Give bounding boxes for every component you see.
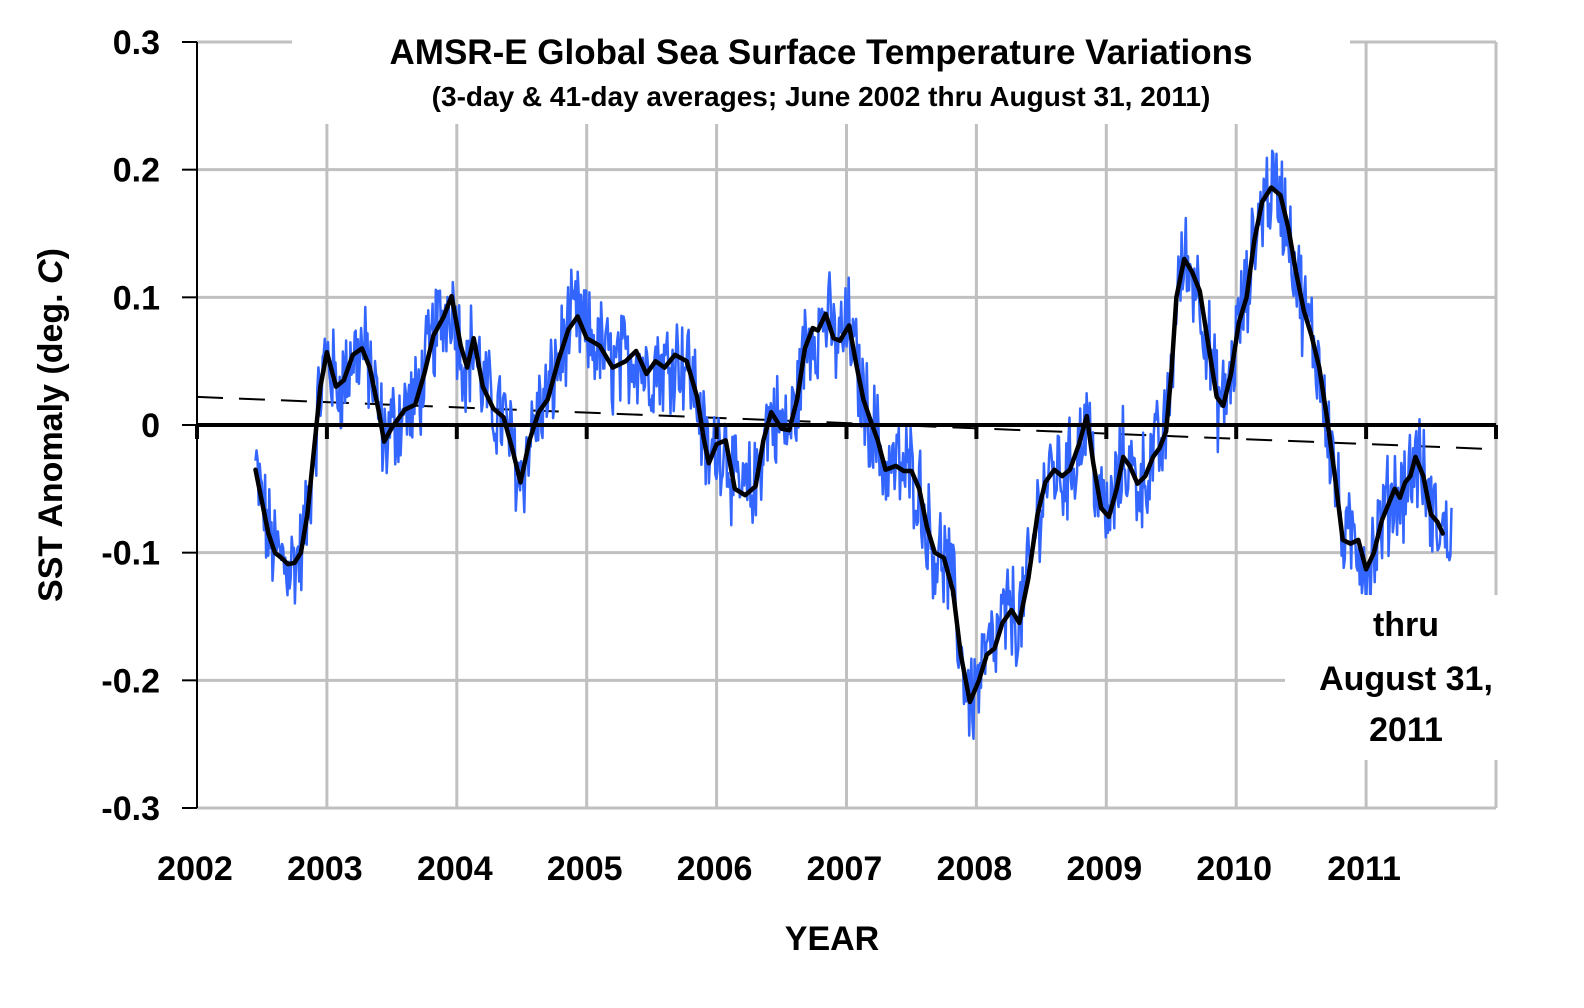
y-tick-label: -0.2 bbox=[101, 662, 160, 700]
forty-one-day-series-layer bbox=[253, 185, 1445, 705]
x-tick-label: 2002 bbox=[157, 850, 233, 888]
y-axis-title: SST Anomaly (deg. C) bbox=[32, 248, 70, 602]
x-tick-label: 2004 bbox=[417, 850, 493, 888]
y-axis-title-part-1: SST Anomaly (deg. bbox=[32, 284, 70, 602]
y-axis-title-unit: C bbox=[32, 259, 70, 284]
three-day-series-layer bbox=[254, 149, 1453, 741]
annotation-line-1: thru bbox=[1373, 606, 1439, 644]
x-tick-label: 2011 bbox=[1327, 850, 1401, 888]
annotation-background bbox=[1285, 595, 1525, 760]
y-tick-label: 0.3 bbox=[113, 24, 160, 62]
x-tick-label: 2005 bbox=[547, 850, 623, 888]
y-tick-label: 0.1 bbox=[113, 279, 160, 317]
chart-title: AMSR-E Global Sea Surface Temperature Va… bbox=[390, 33, 1253, 72]
chart-subtitle: (3-day & 41-day averages; June 2002 thru… bbox=[432, 81, 1211, 112]
y-tick-label: 0 bbox=[141, 407, 160, 445]
annotation-line-2: August 31, bbox=[1319, 660, 1493, 698]
x-tick-label: 2006 bbox=[677, 850, 753, 888]
axes bbox=[182, 41, 198, 809]
y-tick-labels: 0.3 0.2 0.1 0 -0.1 -0.2 -0.3 bbox=[101, 24, 160, 828]
x-tick-label: 2010 bbox=[1196, 850, 1272, 888]
x-tick-label: 2007 bbox=[807, 850, 883, 888]
x-tick-label: 2003 bbox=[287, 850, 363, 888]
forty-one-day-average-line bbox=[253, 185, 1445, 705]
x-tick-labels: 2002 2003 2004 2005 2006 2007 2008 2009 2010 2011 bbox=[157, 850, 1401, 888]
x-tick-label: 2008 bbox=[937, 850, 1013, 888]
y-axis-title-part-3: ) bbox=[32, 248, 70, 259]
x-tick-label: 2009 bbox=[1066, 850, 1142, 888]
y-tick-label: 0.2 bbox=[113, 152, 160, 190]
y-tick-label: -0.3 bbox=[101, 790, 160, 828]
annotation-line-3: 2011 bbox=[1369, 711, 1443, 749]
y-tick-label: -0.1 bbox=[101, 535, 160, 573]
three-day-average-line bbox=[254, 149, 1453, 741]
title-background bbox=[292, 22, 1350, 124]
x-axis-title: YEAR bbox=[785, 920, 879, 958]
